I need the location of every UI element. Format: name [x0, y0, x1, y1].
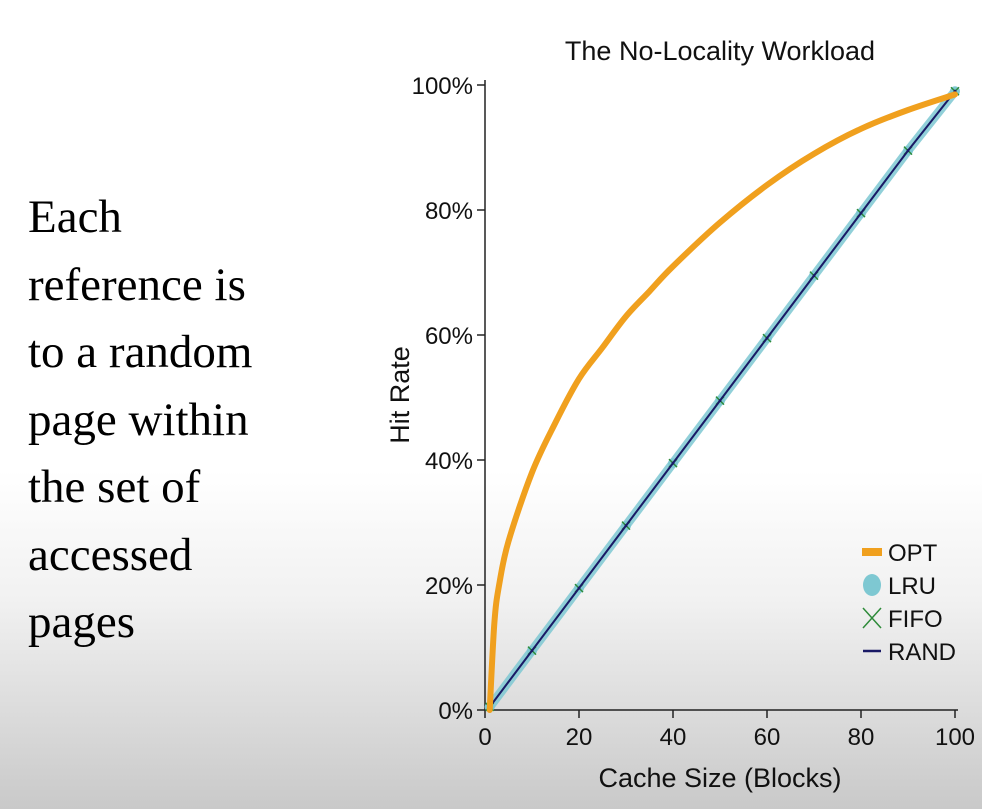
- chart-title: The No-Locality Workload: [565, 36, 875, 66]
- x-tick-label: 80: [848, 724, 875, 751]
- data-point-rand: [859, 211, 863, 215]
- y-tick-label: 0%: [438, 698, 473, 725]
- slide-text-line: the set of: [28, 461, 201, 513]
- data-point-rand: [530, 649, 534, 653]
- legend-item-lru: LRU: [863, 573, 936, 600]
- data-point-rand: [577, 586, 581, 590]
- series-opt: [486, 91, 958, 713]
- slide-text-line: page within: [28, 393, 249, 446]
- slide-text-line: to a random: [28, 326, 253, 378]
- x-tick-label: 40: [660, 724, 687, 751]
- y-axis-label: Hit Rate: [385, 346, 415, 444]
- slide-text-line: Each: [28, 191, 122, 243]
- series-line-opt: [486, 91, 958, 713]
- x-tick-label: 0: [478, 724, 491, 751]
- legend-swatch-lru: [863, 574, 881, 596]
- x-tick-label: 100: [935, 724, 975, 751]
- legend-label-opt: OPT: [888, 540, 938, 567]
- legend-label-lru: LRU: [888, 573, 936, 600]
- slide-text-line: pages: [28, 596, 136, 648]
- x-axis-label: Cache Size (Blocks): [598, 763, 841, 793]
- x-tick-label: 60: [754, 724, 781, 751]
- y-tick-label: 60%: [425, 323, 473, 350]
- data-point-rand: [624, 524, 628, 528]
- data-point-rand: [765, 336, 769, 340]
- slide-text: Each reference is to a random page withi…: [28, 184, 358, 657]
- y-tick-label: 100%: [412, 73, 473, 100]
- legend-item-opt: OPT: [862, 540, 938, 567]
- y-tick-label: 80%: [425, 198, 473, 225]
- slide-text-line: reference is: [28, 258, 246, 311]
- legend-swatch-fifo: [862, 607, 882, 629]
- legend-swatch-opt: [862, 548, 882, 556]
- legend-item-fifo: FIFO: [862, 606, 943, 633]
- data-point-rand: [671, 461, 675, 465]
- data-point-rand: [812, 274, 816, 278]
- slide-text-line: accessed: [28, 528, 193, 581]
- legend-label-rand: RAND: [888, 639, 956, 666]
- legend-label-fifo: FIFO: [888, 606, 943, 633]
- x-tick-label: 20: [566, 724, 593, 751]
- data-point-rand: [718, 399, 722, 403]
- y-tick-label: 20%: [425, 573, 473, 600]
- y-tick-label: 40%: [425, 448, 473, 475]
- data-point-rand: [906, 149, 910, 153]
- legend-item-rand: RAND: [863, 639, 956, 666]
- series-rand: [488, 89, 957, 709]
